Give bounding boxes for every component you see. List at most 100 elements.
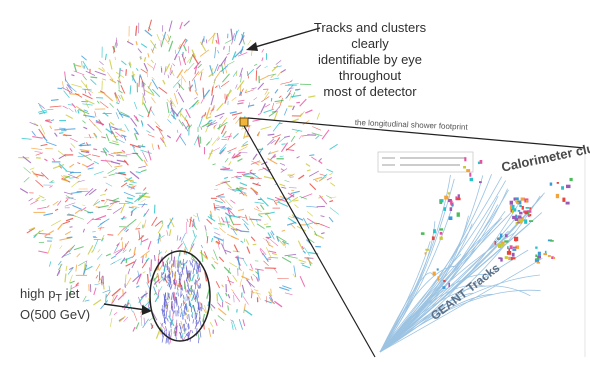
detector-track bbox=[77, 179, 85, 183]
detector-track bbox=[49, 125, 53, 130]
jet-track bbox=[189, 293, 191, 298]
detector-track bbox=[260, 248, 267, 255]
calorimeter-hit bbox=[524, 211, 529, 215]
detector-track bbox=[216, 64, 221, 72]
calorimeter-hit bbox=[455, 196, 458, 201]
detector-track bbox=[124, 200, 134, 204]
detector-track bbox=[126, 40, 134, 46]
jet-track bbox=[174, 330, 177, 337]
detector-track bbox=[81, 60, 83, 68]
detector-track bbox=[161, 25, 164, 32]
detector-track bbox=[306, 211, 314, 217]
detector-track bbox=[138, 230, 141, 239]
detector-track bbox=[142, 95, 144, 105]
detector-track bbox=[26, 227, 35, 234]
detector-track bbox=[85, 70, 96, 76]
calorimeter-hit bbox=[515, 222, 518, 225]
detector-track bbox=[39, 111, 48, 115]
detector-track bbox=[182, 240, 188, 251]
detector-track bbox=[22, 155, 32, 164]
detector-track bbox=[243, 192, 248, 197]
detector-track bbox=[241, 33, 245, 45]
detector-track bbox=[161, 276, 165, 282]
jet-track bbox=[193, 305, 196, 312]
detector-track bbox=[246, 246, 251, 254]
detector-track bbox=[194, 96, 198, 100]
detector-track bbox=[69, 148, 73, 152]
detector-track bbox=[216, 193, 225, 198]
detector-track bbox=[82, 93, 93, 100]
calorimeter-hit bbox=[504, 240, 509, 243]
detector-track bbox=[173, 53, 178, 61]
detector-track bbox=[115, 131, 123, 139]
detector-track bbox=[19, 188, 29, 194]
detector-track bbox=[238, 99, 245, 102]
detector-track bbox=[263, 223, 269, 225]
detector-track bbox=[139, 56, 143, 60]
detector-track bbox=[247, 39, 252, 46]
detector-track bbox=[203, 251, 208, 258]
detector-track bbox=[83, 154, 92, 161]
detector-track bbox=[108, 153, 115, 157]
detector-track bbox=[296, 156, 300, 159]
detector-track bbox=[213, 227, 219, 230]
jet-track bbox=[191, 329, 194, 334]
detector-track bbox=[158, 265, 163, 271]
detector-track bbox=[256, 291, 261, 300]
detector-track bbox=[149, 267, 151, 277]
detector-track bbox=[147, 123, 155, 131]
jet-track bbox=[180, 291, 182, 298]
jet-track bbox=[161, 322, 163, 327]
detector-track bbox=[29, 121, 39, 127]
detector-track bbox=[135, 228, 141, 230]
calorimeter-hit bbox=[529, 220, 534, 222]
detector-track bbox=[308, 95, 316, 98]
detector-track bbox=[285, 143, 296, 151]
detector-track bbox=[178, 119, 184, 127]
detector-track bbox=[87, 167, 94, 170]
detector-track bbox=[69, 177, 76, 179]
detector-track bbox=[316, 112, 320, 120]
detector-track bbox=[213, 235, 224, 242]
detector-track bbox=[95, 263, 101, 272]
detector-track bbox=[241, 173, 250, 175]
jet-track bbox=[180, 326, 182, 334]
detector-track bbox=[208, 149, 214, 160]
jet-track bbox=[196, 280, 198, 283]
detector-track bbox=[248, 216, 255, 227]
detector-track bbox=[282, 241, 286, 246]
detector-track bbox=[218, 84, 221, 90]
detector-track bbox=[228, 208, 236, 217]
jet-track bbox=[172, 318, 174, 322]
detector-track bbox=[232, 320, 237, 331]
detector-track bbox=[224, 249, 232, 253]
detector-track bbox=[237, 255, 240, 266]
detector-track bbox=[120, 111, 130, 117]
detector-track bbox=[280, 168, 285, 172]
detector-track bbox=[288, 196, 299, 204]
detector-track bbox=[127, 218, 137, 227]
detector-track bbox=[147, 150, 152, 161]
detector-track bbox=[280, 69, 287, 74]
detector-track bbox=[231, 153, 236, 159]
detector-track bbox=[158, 86, 168, 94]
detector-track bbox=[141, 238, 149, 243]
detector-track bbox=[315, 135, 320, 140]
detector-track bbox=[213, 124, 217, 128]
detector-track bbox=[41, 199, 47, 202]
detector-track bbox=[245, 214, 248, 221]
calorimeter-hit bbox=[439, 200, 443, 204]
detector-track bbox=[117, 80, 122, 84]
detector-track bbox=[173, 92, 179, 105]
detector-track bbox=[255, 276, 259, 282]
detector-track bbox=[143, 102, 150, 114]
detector-track bbox=[227, 305, 230, 311]
detector-track bbox=[288, 87, 294, 89]
detector-track bbox=[64, 78, 72, 89]
detector-track bbox=[66, 236, 73, 239]
detector-track bbox=[88, 118, 96, 127]
detector-track bbox=[112, 140, 119, 143]
detector-track bbox=[65, 265, 68, 271]
detector-track bbox=[235, 175, 242, 178]
detector-track bbox=[129, 181, 137, 184]
